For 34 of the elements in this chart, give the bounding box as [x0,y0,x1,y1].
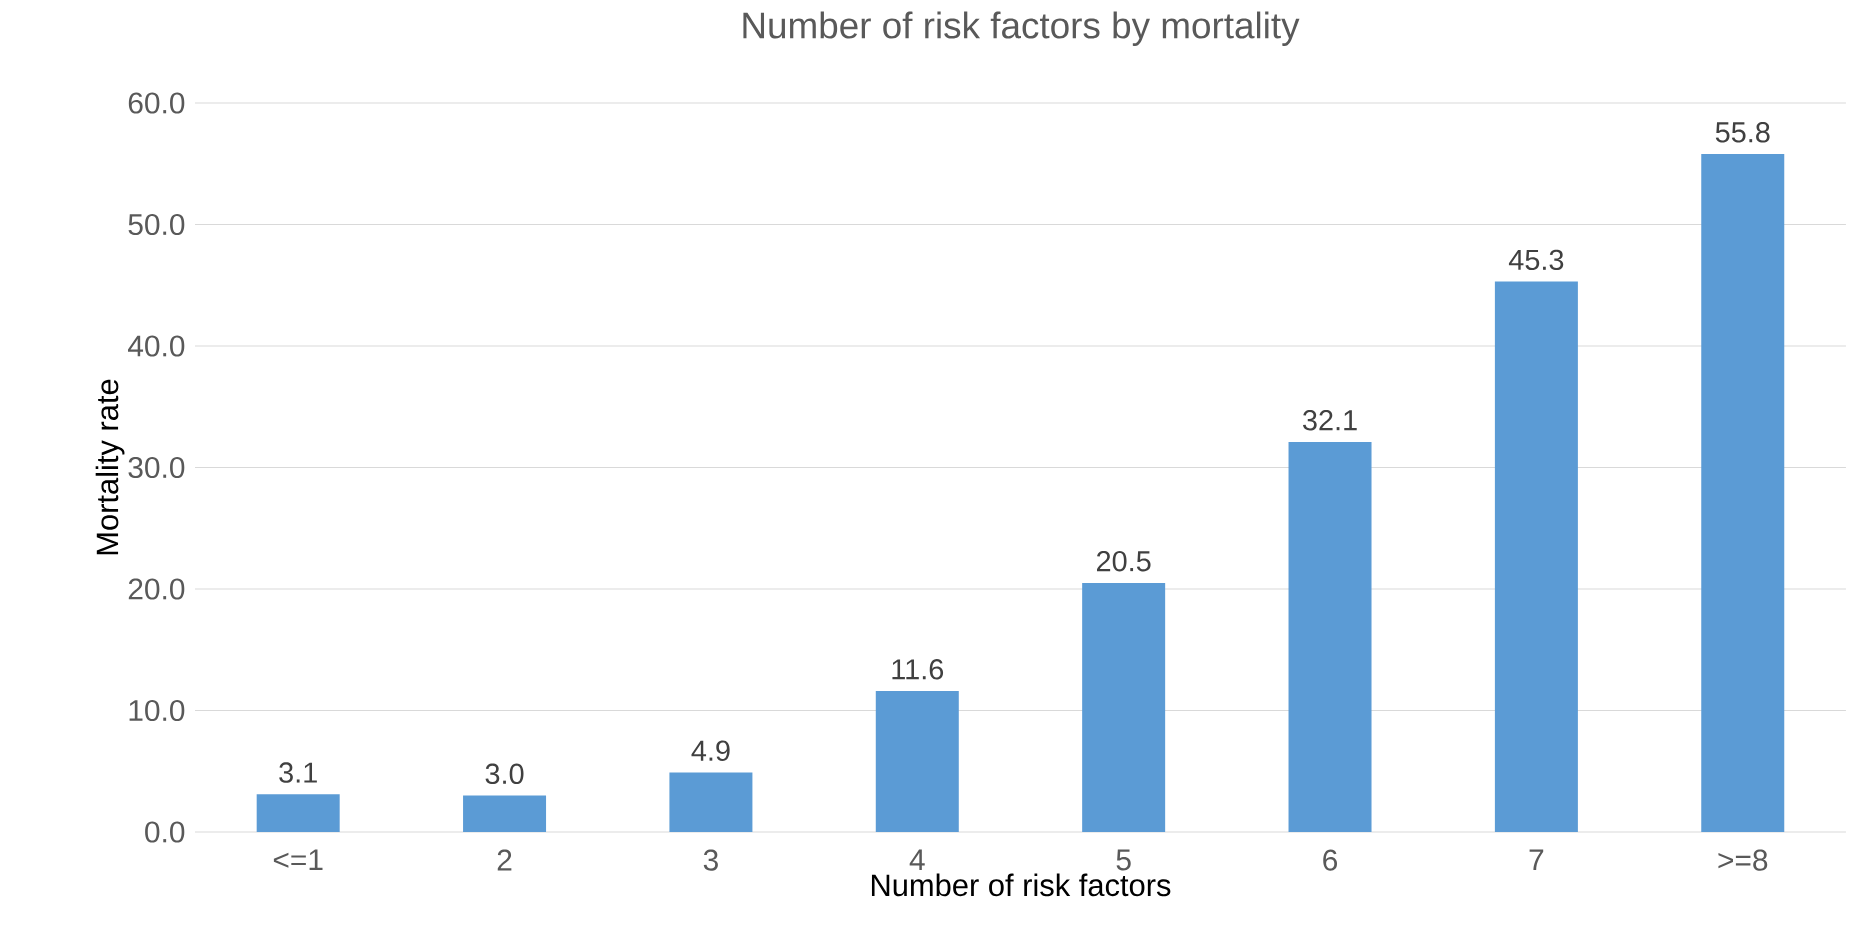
data-label: 4.9 [691,740,730,761]
y-tick-label: 20.0 [128,578,185,600]
y-tick-label: 10.0 [129,699,185,722]
data-label: 45.3 [1508,249,1564,271]
x-tick-label: >=8 [1718,849,1768,871]
bar [875,691,959,833]
data-label: 20.5 [1096,550,1151,572]
data-label: 55.8 [1715,122,1770,143]
bar [1082,582,1166,833]
data-label: 11.6 [892,659,944,680]
chart-title: Number of risk factors by mortality [743,11,1300,46]
bar [463,795,547,833]
data-label: 3.1 [279,762,317,783]
x-tick-label: <=1 [273,849,323,871]
y-tick-label: 60.0 [128,92,185,114]
x-tick-label: 6 [1323,849,1338,871]
bar [1494,281,1578,833]
x-tick-label: 2 [497,849,512,871]
y-tick-label: 50.0 [128,213,185,236]
y-tick-label: 0.0 [145,821,185,843]
x-tick-label: 3 [703,849,718,871]
x-axis-title: Number of risk factors [871,873,1171,897]
x-tick-label: 4 [909,849,925,871]
y-axis-title: Mortality rate [95,379,125,555]
y-tick-label: 30.0 [128,456,185,479]
x-tick-label: 7 [1529,849,1544,871]
bar [669,772,753,833]
data-label: 3.0 [485,763,524,785]
data-label: 32.1 [1303,410,1357,431]
bar [256,794,340,833]
bar [1701,154,1785,833]
bar [1288,442,1372,833]
x-tick-label: 5 [1116,849,1131,871]
y-tick-label: 40.0 [128,335,185,357]
